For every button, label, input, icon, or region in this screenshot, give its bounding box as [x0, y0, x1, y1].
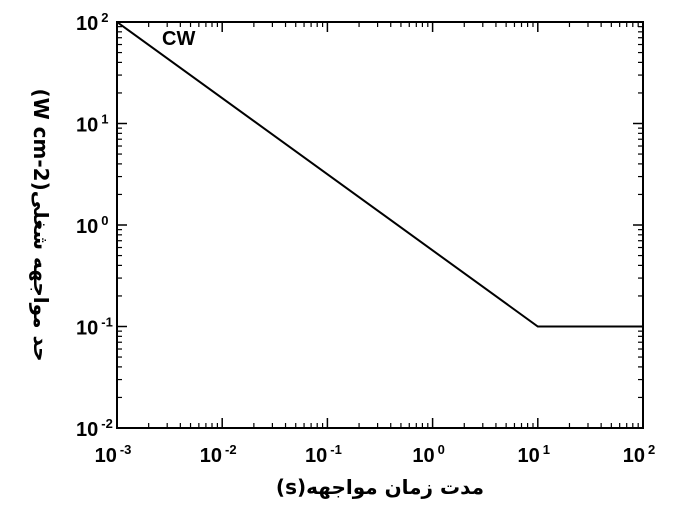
plot-frame [116, 21, 644, 429]
x-tick-base: 10 [518, 445, 540, 467]
x-tick-label: 10 -3 [95, 442, 132, 467]
x-tick-label: 10 0 [412, 442, 444, 467]
x-tick-label: 10 1 [518, 442, 550, 467]
y-tick-base: 10 [76, 13, 98, 35]
y-tick-exponent: -2 [101, 416, 113, 431]
y-tick-label: 10 1 [76, 112, 108, 137]
y-tick-exponent: 2 [101, 10, 108, 25]
annotation-cw: CW [162, 28, 195, 50]
minor-ticks [117, 22, 643, 428]
y-tick-base: 10 [76, 216, 98, 238]
y-tick-base: 10 [76, 115, 98, 137]
x-tick-base: 10 [95, 445, 117, 467]
x-tick-label: 10 2 [623, 442, 655, 467]
y-tick-label: 10 -2 [76, 416, 113, 441]
x-tick-exponent: 2 [648, 442, 655, 457]
x-tick-base: 10 [200, 445, 222, 467]
x-tick-exponent: 1 [543, 442, 550, 457]
x-tick-base: 10 [412, 445, 434, 467]
x-tick-label: 10 -1 [305, 442, 342, 467]
series-line [116, 21, 643, 328]
y-tick-exponent: -1 [101, 315, 113, 330]
y-tick-exponent: 0 [101, 213, 108, 228]
y-tick-label: 10 0 [76, 213, 108, 238]
y-tick-label: 10 2 [76, 10, 108, 35]
major-ticks [116, 21, 644, 429]
x-tick-base: 10 [623, 445, 645, 467]
x-tick-labels: 10 -3 10 -2 10 -1 10 0 10 1 10 2 [95, 442, 656, 467]
x-tick-exponent: -3 [120, 442, 132, 457]
x-tick-label: 10 -2 [200, 442, 237, 467]
x-tick-exponent: -2 [225, 442, 237, 457]
x-tick-exponent: -1 [330, 442, 342, 457]
y-tick-base: 10 [76, 318, 98, 340]
y-axis-title: حد مواجهه شغلی(W cm-2) [29, 89, 53, 362]
x-tick-base: 10 [305, 445, 327, 467]
y-tick-base: 10 [76, 419, 98, 441]
y-tick-exponent: 1 [101, 112, 108, 127]
x-axis-title: مدت زمان مواجهه(s) [276, 475, 484, 499]
x-tick-exponent: 0 [438, 442, 445, 457]
y-tick-label: 10 -1 [76, 315, 113, 340]
